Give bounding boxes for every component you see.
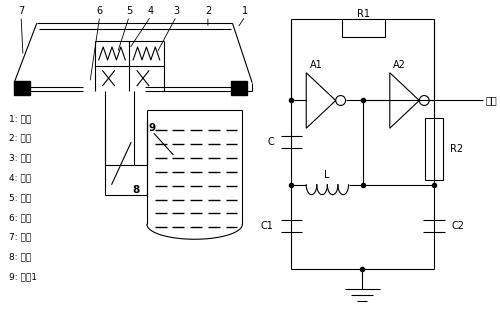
Text: 6: 外壳: 6: 外壳	[10, 213, 32, 222]
Text: 3: 3	[174, 6, 180, 16]
Bar	[230, 81, 247, 95]
Text: 3: 线圈: 3: 线圈	[10, 153, 32, 162]
Text: 7: 隔膜: 7: 隔膜	[10, 233, 32, 242]
Text: 输出: 输出	[485, 95, 497, 105]
Text: 6: 6	[96, 6, 103, 16]
Text: 5: 磁芯: 5: 磁芯	[10, 193, 32, 202]
Text: 1: 气腔: 1: 气腔	[10, 114, 32, 123]
Text: A1: A1	[310, 60, 322, 70]
Text: C: C	[267, 137, 274, 147]
Text: 1: 1	[242, 6, 248, 16]
Text: C1: C1	[261, 221, 274, 231]
Text: C2: C2	[452, 221, 465, 231]
Bar	[14, 81, 30, 95]
Text: 4: 4	[148, 6, 154, 16]
Text: 9: 水罐1: 9: 水罐1	[10, 272, 38, 281]
Text: R1: R1	[357, 9, 370, 19]
Text: 8: 8	[132, 185, 140, 195]
Text: 9: 9	[148, 123, 156, 133]
Text: L: L	[324, 170, 330, 180]
Text: R2: R2	[450, 144, 463, 154]
Text: A2: A2	[393, 60, 406, 70]
Text: 2: 导板: 2: 导板	[10, 134, 32, 143]
Bar	[342, 19, 385, 37]
Text: 7: 7	[18, 6, 24, 16]
Bar	[425, 118, 443, 180]
Text: 5: 5	[126, 6, 132, 16]
Text: 4: 弹簧: 4: 弹簧	[10, 173, 32, 182]
Text: 2: 2	[205, 6, 211, 16]
Text: 8: 气路: 8: 气路	[10, 253, 32, 262]
